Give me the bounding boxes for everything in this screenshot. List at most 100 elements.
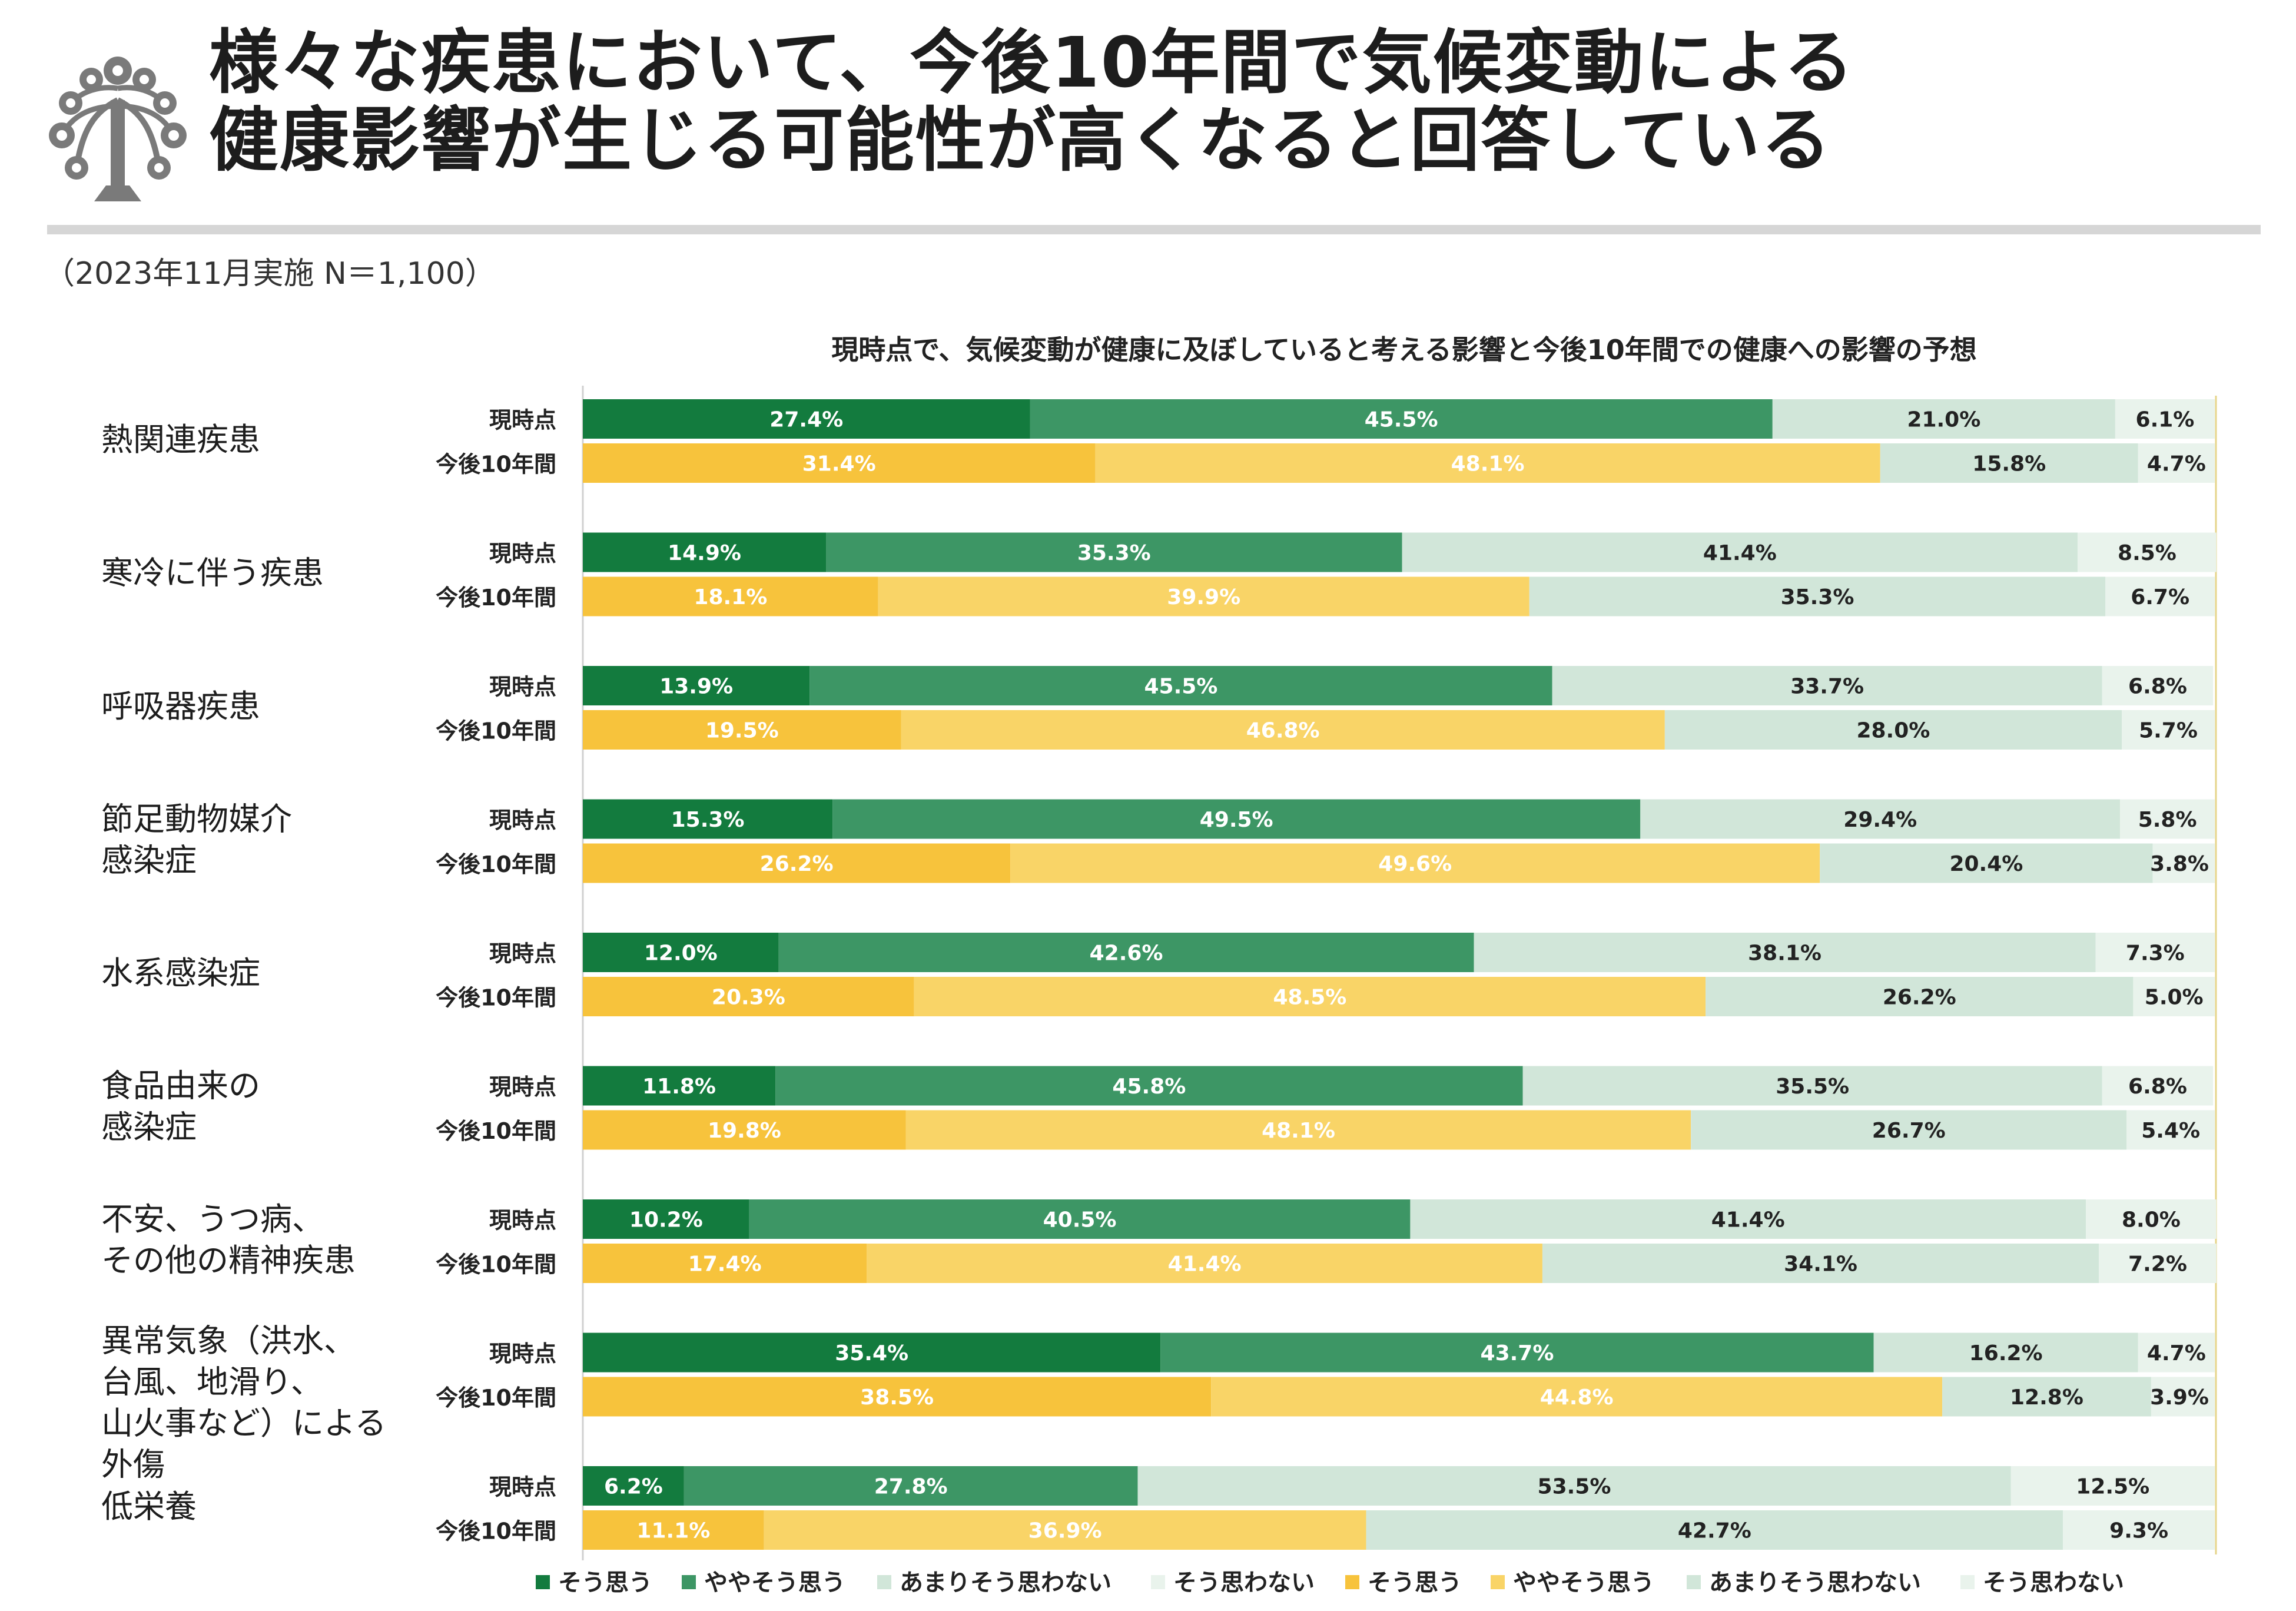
bar-segment bbox=[583, 532, 827, 572]
data-label: 28.0% bbox=[1856, 719, 1930, 743]
bar-segment bbox=[583, 1066, 776, 1106]
data-label: 39.9% bbox=[1167, 585, 1240, 609]
legend-label: ややそう思う bbox=[704, 1569, 845, 1596]
data-label: 7.3% bbox=[2126, 942, 2185, 966]
data-label: 17.4% bbox=[688, 1252, 762, 1277]
row-label: 今後10年間 bbox=[436, 985, 556, 1011]
bar-segment bbox=[1880, 443, 2138, 483]
data-label: 44.8% bbox=[1540, 1385, 1614, 1410]
bar-segment bbox=[1664, 710, 2122, 750]
bar-segment bbox=[1542, 1244, 2099, 1283]
bar-segment bbox=[583, 443, 1096, 483]
data-label: 10.2% bbox=[629, 1208, 703, 1232]
category-label: 不安、うつ病、 bbox=[101, 1201, 324, 1238]
legend-swatch bbox=[877, 1575, 891, 1589]
bar-segment bbox=[1410, 1199, 2086, 1239]
data-label: 7.2% bbox=[2128, 1252, 2187, 1277]
bar-segment bbox=[1552, 666, 2102, 705]
bar-segment bbox=[775, 1066, 1523, 1106]
data-label: 41.4% bbox=[1711, 1208, 1785, 1232]
row-label: 今後10年間 bbox=[436, 1385, 556, 1411]
bar-segment bbox=[2120, 799, 2215, 839]
bar-segment bbox=[1772, 399, 2115, 439]
data-label: 6.2% bbox=[604, 1475, 663, 1499]
data-label: 8.0% bbox=[2122, 1208, 2181, 1232]
data-label: 38.5% bbox=[860, 1385, 934, 1410]
bar-segment bbox=[583, 710, 901, 750]
bar-segment bbox=[1366, 1510, 2063, 1550]
data-label: 11.8% bbox=[642, 1075, 716, 1099]
bar-segment bbox=[867, 1244, 1542, 1283]
bar-segment bbox=[1691, 1110, 2127, 1150]
data-label: 6.7% bbox=[2131, 585, 2189, 609]
data-label: 53.5% bbox=[1538, 1475, 1611, 1499]
row-label: 現時点 bbox=[489, 1074, 556, 1100]
data-label: 48.5% bbox=[1273, 986, 1346, 1010]
data-label: 42.7% bbox=[1678, 1519, 1751, 1543]
data-label: 27.4% bbox=[769, 408, 843, 432]
data-label: 5.8% bbox=[2138, 808, 2197, 832]
bar-segment bbox=[583, 399, 1030, 439]
bar-segment bbox=[2099, 1244, 2217, 1283]
data-label: 15.3% bbox=[671, 808, 745, 832]
row-label: 現時点 bbox=[489, 941, 556, 967]
data-label: 27.8% bbox=[874, 1475, 948, 1499]
bar-segment bbox=[583, 1466, 684, 1506]
bar-segment bbox=[2105, 576, 2215, 616]
category-label: 熱関連疾患 bbox=[101, 421, 260, 458]
legend-label: あまりそう思わない bbox=[1709, 1569, 1921, 1596]
data-label: 20.4% bbox=[1949, 852, 2023, 876]
bar-segment bbox=[1820, 843, 2153, 883]
legend-label: あまりそう思わない bbox=[900, 1569, 1111, 1596]
bar-segment bbox=[1211, 1377, 1943, 1417]
legend-swatch bbox=[682, 1575, 696, 1589]
category-label: 山火事など）による bbox=[101, 1405, 386, 1442]
row-label: 現時点 bbox=[489, 1208, 556, 1234]
row-label: 現時点 bbox=[489, 1474, 556, 1500]
legend-swatch bbox=[1491, 1575, 1505, 1589]
data-label: 33.7% bbox=[1790, 675, 1864, 699]
bar-segment bbox=[2063, 1510, 2215, 1550]
data-label: 6.8% bbox=[2128, 675, 2187, 699]
data-label: 35.3% bbox=[1781, 585, 1854, 609]
page-title: 様々な疾患において、今後10年間で気候変動による 健康影響が生じる可能性が高くな… bbox=[209, 24, 1854, 179]
row-label: 今後10年間 bbox=[436, 452, 556, 478]
bar-segment bbox=[749, 1199, 1411, 1239]
data-label: 19.8% bbox=[708, 1119, 781, 1143]
data-label: 38.1% bbox=[1748, 942, 1821, 966]
bar-segment bbox=[2121, 710, 2215, 750]
data-label: 3.9% bbox=[2150, 1385, 2209, 1410]
category-label: 外傷 bbox=[101, 1446, 165, 1483]
bar-segment bbox=[878, 576, 1529, 616]
data-label: 41.4% bbox=[1168, 1252, 1242, 1277]
legend-swatch bbox=[1345, 1575, 1359, 1589]
row-label: 現時点 bbox=[489, 807, 556, 833]
bar-segment bbox=[1030, 399, 1773, 439]
row-label: 現時点 bbox=[489, 541, 556, 566]
category-label: 寒冷に伴う疾患 bbox=[101, 555, 324, 592]
data-label: 5.0% bbox=[2145, 986, 2204, 1010]
row-label: 今後10年間 bbox=[436, 585, 556, 611]
data-label: 34.1% bbox=[1784, 1252, 1857, 1277]
category-label: 感染症 bbox=[101, 1109, 197, 1146]
bar-segment bbox=[1160, 1332, 1874, 1373]
data-label: 26.2% bbox=[760, 852, 834, 876]
data-label: 11.1% bbox=[636, 1519, 710, 1543]
data-label: 45.8% bbox=[1112, 1075, 1186, 1099]
bar-segment bbox=[583, 1332, 1161, 1373]
row-label: 現時点 bbox=[489, 407, 556, 433]
bar-segment bbox=[1137, 1466, 2011, 1506]
data-label: 48.1% bbox=[1262, 1119, 1335, 1143]
bar-segment bbox=[583, 1510, 764, 1550]
data-label: 49.5% bbox=[1200, 808, 1273, 832]
title-divider bbox=[47, 225, 2261, 234]
data-label: 36.9% bbox=[1028, 1519, 1102, 1543]
legend-swatch bbox=[1687, 1575, 1701, 1589]
category-label: 水系感染症 bbox=[101, 954, 260, 992]
bar-segment bbox=[2102, 666, 2214, 705]
category-label: 異常気象（洪水、 bbox=[101, 1322, 356, 1360]
bar-segment bbox=[583, 576, 878, 616]
bar-segment bbox=[2126, 1110, 2215, 1150]
bar-segment bbox=[583, 977, 914, 1016]
